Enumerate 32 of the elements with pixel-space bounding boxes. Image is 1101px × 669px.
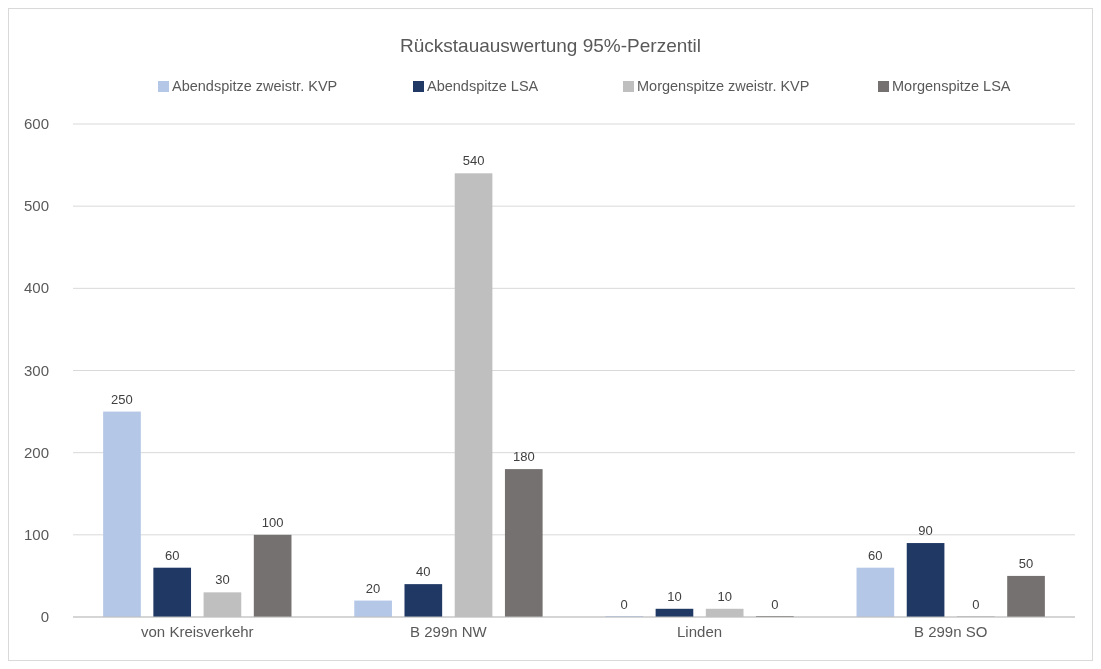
legend-label: Morgenspitze zweistr. KVP	[637, 78, 810, 94]
x-tick-label: B 299n SO	[914, 623, 988, 640]
y-tick-label: 100	[23, 525, 49, 543]
data-label: 60	[868, 547, 883, 563]
data-label: 0	[620, 597, 628, 612]
data-label: 30	[215, 572, 230, 588]
data-label: 60	[164, 547, 180, 563]
y-tick-label: 400	[23, 279, 49, 297]
data-label: 40	[416, 564, 431, 580]
chart-title: Rückstauauswertung 95%-Perzentil	[400, 35, 701, 56]
data-label: 100	[261, 514, 284, 530]
data-label: 540	[462, 153, 485, 169]
legend-label: Abendspitze zweistr. KVP	[172, 78, 338, 94]
data-label: 90	[918, 523, 933, 539]
data-label: 10	[717, 588, 732, 604]
y-tick-label: 600	[23, 115, 49, 132]
y-tick-label: 200	[23, 443, 49, 461]
data-label: 10	[667, 588, 682, 604]
data-label: 20	[365, 580, 381, 596]
legend-label: Abendspitze LSA	[427, 78, 539, 94]
data-label: 180	[512, 449, 535, 465]
data-label: 250	[111, 391, 133, 407]
x-tick-label: B 299n NW	[410, 623, 488, 640]
legend-label: Morgenspitze LSA	[892, 78, 1011, 94]
data-label: 50	[1018, 555, 1034, 571]
data-label: 0	[972, 597, 980, 612]
x-tick-label: von Kreisverkehr	[141, 623, 254, 640]
y-tick-label: 0	[40, 608, 49, 625]
x-tick-label: Linden	[677, 623, 723, 640]
y-tick-label: 300	[23, 361, 49, 379]
y-tick-label: 500	[23, 197, 49, 215]
data-label: 0	[771, 597, 779, 612]
